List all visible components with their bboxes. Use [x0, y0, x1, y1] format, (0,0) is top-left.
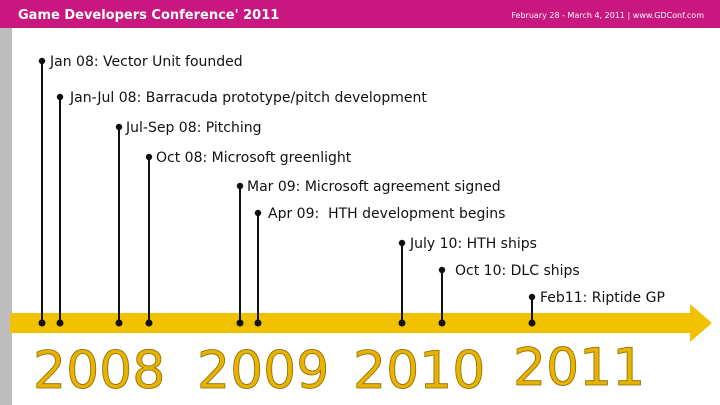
side-strip	[0, 28, 12, 405]
event-dot	[528, 293, 536, 301]
event-label: Feb11: Riptide GP	[540, 290, 665, 306]
event-label: Oct 10: DLC ships	[455, 263, 580, 279]
event-dot	[145, 153, 153, 161]
event-base-dot	[438, 319, 446, 327]
header-title: Game Developers Conference' 2011	[18, 8, 279, 23]
event-dot	[115, 123, 123, 131]
event-dot	[438, 266, 446, 274]
event-label: Apr 09: HTH development begins	[268, 206, 505, 222]
year-label: 2008	[33, 341, 165, 401]
event-label: Oct 08: Microsoft greenlight	[156, 150, 352, 166]
event-base-dot	[56, 319, 64, 327]
event-dot	[398, 239, 406, 247]
event-base-dot	[254, 319, 262, 327]
header-subtitle: February 28 - March 4, 2011 | www.GDConf…	[511, 11, 704, 20]
timeline-arrow	[10, 304, 712, 342]
event-base-dot	[236, 319, 244, 327]
event-label: July 10: HTH ships	[409, 236, 537, 252]
event-dot	[56, 93, 64, 101]
event-label: Jul-Sep 08: Pitching	[125, 120, 262, 136]
event-base-dot	[38, 319, 46, 327]
event-label: Mar 09: Microsoft agreement signed	[247, 179, 501, 195]
event-base-dot	[145, 319, 153, 327]
event-dot	[254, 209, 262, 217]
header-bar	[0, 0, 720, 28]
event-dot	[236, 182, 244, 190]
years: 2008 2009 2010 2011	[33, 338, 646, 402]
event-label: Jan 08: Vector Unit founded	[49, 54, 243, 70]
event-base-dot	[528, 319, 536, 327]
event-base-dot	[115, 319, 123, 327]
event-base-dot	[398, 319, 406, 327]
event-dot	[38, 57, 46, 65]
year-label: 2009	[197, 341, 329, 401]
year-label: 2010	[353, 341, 485, 401]
year-label: 2011	[513, 338, 645, 398]
events: Jan 08: Vector Unit founded Jan-Jul 08: B…	[38, 54, 665, 327]
event-label: Jan-Jul 08: Barracuda prototype/pitch de…	[69, 90, 427, 106]
